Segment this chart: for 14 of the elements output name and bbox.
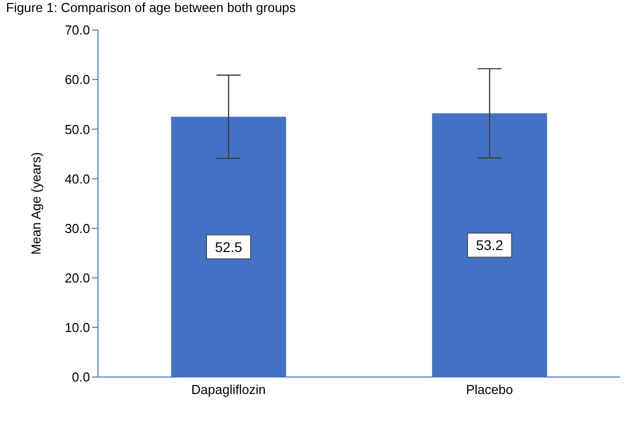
x-tick-label: Dapagliflozin — [191, 382, 266, 398]
y-tick-label: 0.0 — [72, 370, 90, 385]
y-tick-label: 40.0 — [64, 171, 90, 186]
chart-title: Figure 1: Comparison of age between both groups — [6, 0, 296, 15]
y-tick-label: 50.0 — [64, 122, 90, 137]
data-label: 53.2 — [476, 237, 504, 254]
y-tick-label: 10.0 — [64, 320, 90, 336]
x-tick-label: Placebo — [466, 382, 513, 398]
y-tick-label: 20.0 — [64, 270, 90, 286]
data-label: 52.5 — [214, 238, 242, 255]
y-tick-label: 60.0 — [64, 72, 90, 88]
y-tick-label: 30.0 — [64, 220, 90, 236]
y-tick-label: 70.0 — [64, 22, 90, 38]
y-axis-title: Mean Age (years) — [28, 152, 44, 255]
